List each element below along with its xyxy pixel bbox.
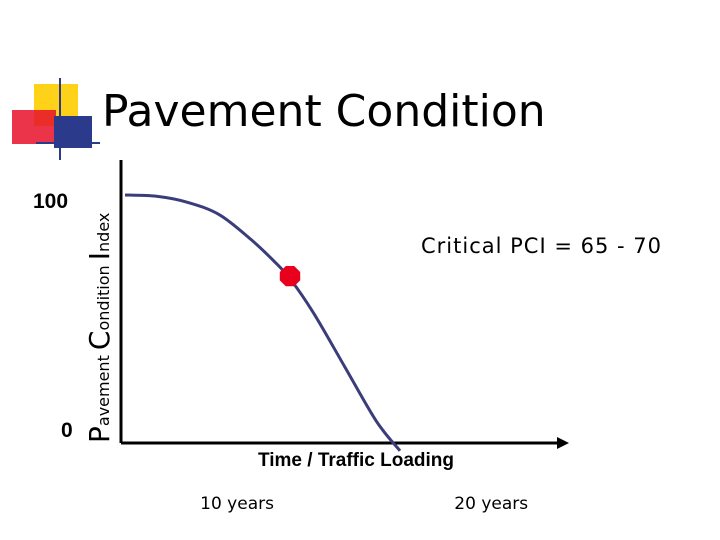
- logo-decoration: [12, 78, 100, 160]
- slide-title: Pavement Condition: [102, 86, 546, 137]
- y-tick-label-100: 100: [33, 190, 69, 213]
- y-label-part: ondition: [94, 260, 113, 331]
- y-label-part: I: [83, 251, 116, 261]
- y-label-part: P: [83, 426, 116, 443]
- y-tick-label-0: 0: [61, 419, 73, 442]
- x-tick-label-10-years: 10 years: [200, 494, 274, 514]
- x-tick-label-20-years: 20 years: [454, 494, 529, 514]
- x-axis-arrow: [557, 437, 569, 449]
- critical-pci-annotation: Critical PCI = 65 - 70: [421, 234, 662, 258]
- critical-point-marker: [279, 266, 301, 287]
- y-label-part: ndex: [94, 212, 113, 252]
- y-label-part: avement: [94, 350, 113, 427]
- x-axis-label: Time / Traffic Loading: [258, 450, 455, 471]
- y-label-part: C: [83, 330, 116, 351]
- pci-deterioration-curve: [124, 193, 402, 452]
- y-axis-label: Pavement Condition Index: [83, 213, 116, 443]
- logo-red-square: [12, 110, 56, 144]
